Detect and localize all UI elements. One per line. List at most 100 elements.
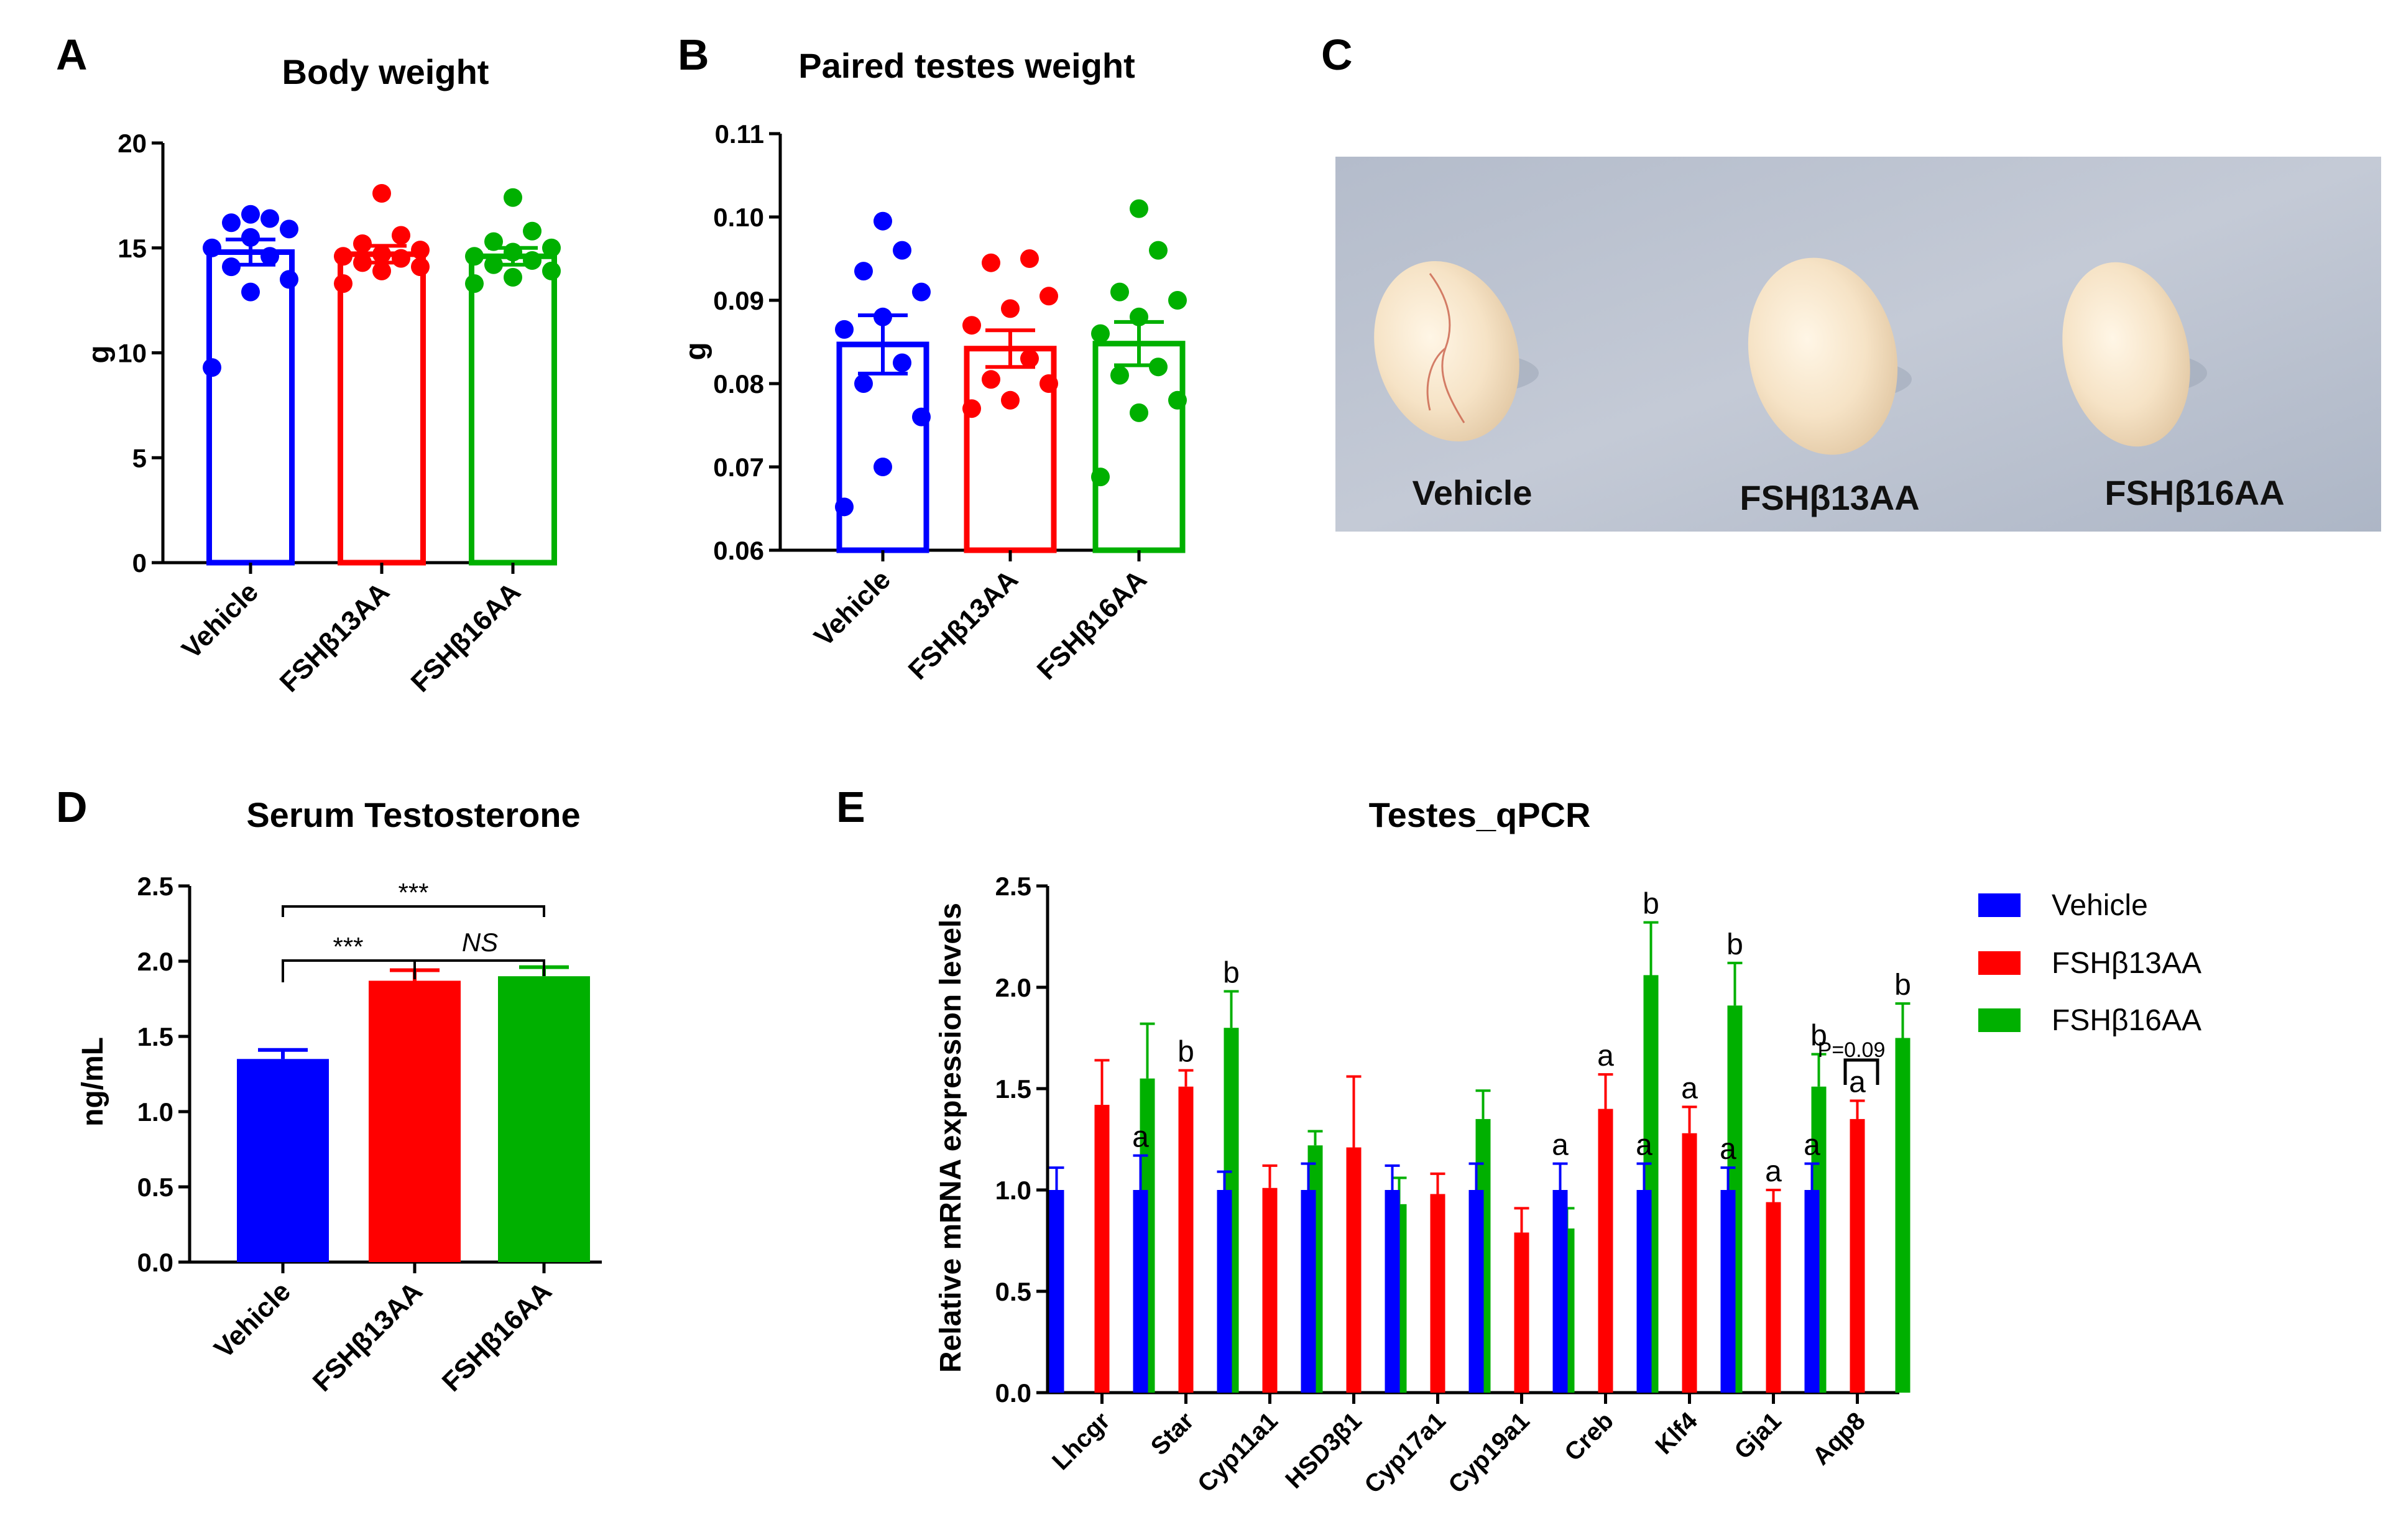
b-data-point [893,353,911,372]
pvalue-bracket [1843,1058,1879,1085]
b-data-point [912,282,931,302]
e-bar [1049,1190,1064,1393]
a-data-point [411,257,430,277]
e-significance-letter: b [1178,1036,1194,1069]
sig-label-vehicle-fsh16: *** [398,878,428,907]
a-data-point [392,226,410,245]
b-y-tick-label: 0.08 [713,369,764,399]
e-x-tick-label: Klf4 [1650,1407,1703,1460]
b-x-tick-label: FSHβ16AA [1031,564,1153,685]
a-y-tick-label: 15 [118,234,147,263]
b-data-point [982,253,1000,272]
e-bar [1682,1133,1697,1393]
b-data-point [1110,366,1129,385]
b-x-tick-label: Vehicle [808,564,897,652]
e-bar [1094,1105,1110,1393]
a-y-tick-label: 20 [118,129,147,158]
e-bar [1720,1190,1736,1393]
legend-swatch-vehicle [1978,893,2021,917]
e-bar [1895,1038,1911,1393]
a-y-tick-label: 0 [132,548,147,578]
legend-swatch-fsh16aa [1978,1008,2021,1032]
b-data-point [1130,403,1148,422]
a-data-point [504,242,522,262]
b-data-point [835,497,854,517]
b-data-point [1020,249,1039,268]
b-data-point [962,316,981,335]
chart-title-d: Serum Testosterone [246,795,580,834]
a-data-point [542,261,561,280]
b-data-point [854,374,873,393]
b-data-point [1130,307,1148,326]
a-data-point [280,219,298,239]
b-data-point [1091,324,1110,343]
d-bar [498,976,590,1262]
e-bar [1804,1190,1820,1393]
e-significance-letter: a [1132,1121,1149,1154]
b-y-tick-label: 0.06 [713,536,764,565]
testis-vessels [1426,273,1465,423]
a-data-point [372,184,391,203]
chart-title-a: Body weight [282,52,489,91]
d-y-tick-label: 1.0 [137,1097,173,1127]
e-significance-letter: a [1849,1066,1866,1099]
a-y-tick-label: 5 [132,443,147,473]
e-bar [1262,1187,1278,1393]
d-y-tick-label: 1.5 [137,1022,173,1051]
photo-label-vehicle: Vehicle [1412,473,1532,512]
e-bar [1217,1190,1232,1393]
a-data-point [260,247,279,266]
legend-e: Vehicle FSHβ13AA FSHβ16AA [1978,889,2201,1037]
a-data-point [222,213,241,233]
sig-label-vehicle-fsh13: *** [333,932,363,961]
e-bar [1636,1190,1652,1393]
chart-title-b: Paired testes weight [798,46,1135,85]
panel-label-e: E [836,783,865,831]
b-data-point [1149,241,1168,260]
e-significance-letter: a [1804,1129,1820,1162]
b-y-tick-label: 0.09 [713,286,764,315]
bracket-vehicle-fsh16 [282,905,545,917]
a-data-point [392,249,410,268]
e-x-tick-label: Cyp11a1 [1192,1407,1283,1498]
sig-label-fsh13-fsh16: NS [462,928,498,957]
e-bar [1133,1190,1148,1393]
a-data-point [260,209,279,228]
e-bar [1766,1202,1781,1393]
b-data-point [1039,287,1058,306]
legend-label-fsh16aa: FSHβ16AA [2052,1004,2201,1037]
significance-brackets [282,905,545,982]
a-x-tick-label: FSHβ13AA [274,576,395,698]
e-y-tick-label: 2.0 [995,973,1031,1002]
e-bar [1598,1109,1613,1393]
panel-label-d: D [56,783,88,831]
y-axis-label-a: g [83,345,116,363]
b-data-point [1110,282,1129,302]
testis-fsh16aa [2062,262,2190,447]
d-bar [237,1059,329,1262]
a-data-point [484,232,503,251]
b-data-point [1020,349,1039,368]
e-significance-letter: b [1643,888,1659,921]
panel-label-a: A [56,30,88,79]
panel-label-c: C [1321,30,1353,79]
d-bar [369,980,461,1262]
a-data-point [523,221,542,241]
b-y-tick-label: 0.11 [715,119,764,149]
a-data-point [353,234,372,253]
b-data-point [854,262,873,281]
b-data-point [1001,390,1020,410]
e-bar [1552,1190,1568,1393]
a-data-point [411,241,430,260]
b-data-point [873,307,892,326]
b-data-point [1091,468,1110,487]
e-y-tick-label: 0.0 [995,1378,1031,1408]
b-data-point [982,370,1000,389]
e-bar [1346,1147,1362,1393]
a-y-tick-label: 10 [118,339,147,368]
e-significance-letter: a [1597,1040,1614,1072]
a-data-point [222,257,241,277]
legend-label-fsh13aa: FSHβ13AA [2052,947,2201,980]
b-data-point [1149,357,1168,377]
e-x-tick-label: Gja1 [1729,1407,1786,1464]
